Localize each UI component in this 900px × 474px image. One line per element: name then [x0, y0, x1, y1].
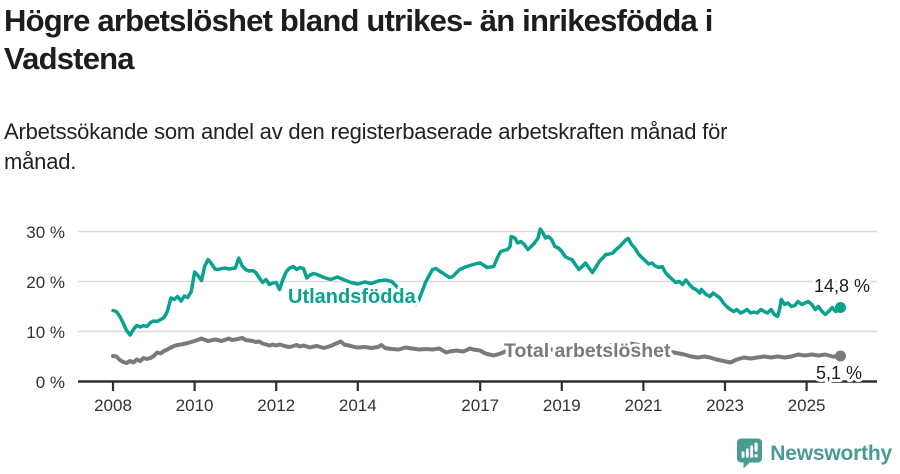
y-axis: 0 % 10 % 20 % 30 %: [26, 223, 65, 392]
series-end-dot-utlandsfodda: [834, 302, 846, 313]
y-tick-label: 10 %: [26, 323, 65, 342]
x-tick-label: 2017: [461, 396, 499, 415]
x-tick-label: 2025: [788, 396, 826, 415]
newsworthy-pin-barchart-icon: [737, 438, 763, 469]
x-tick-label: 2019: [543, 396, 581, 415]
series-end-dot-total-arbetsloshet: [834, 350, 846, 362]
subtitle-line-1: Arbetssökande som andel av den registerb…: [4, 119, 728, 144]
subtitle-line-2: månad.: [4, 148, 77, 174]
x-axis: 2008 2010 2012 2014 2017 2019 2021 2023 2025: [78, 380, 877, 415]
series-line-total-arbetsloshet: [111, 336, 843, 365]
series-label-total-arbetsloshet: Total arbetslöshet: [504, 340, 671, 362]
brand-name: Newsworthy: [770, 441, 892, 465]
series-lines: [111, 227, 846, 365]
title-line-1: Högre arbetslöshet bland utrikes- än inr…: [4, 3, 713, 38]
chart-annotations: Utlandsfödda 14,8 % Total arbetslöshet 5,1 …: [285, 273, 873, 386]
x-tick-label: 2014: [339, 396, 377, 415]
x-tick-label: 2008: [94, 396, 132, 415]
title-line-2: Vadstena: [4, 41, 135, 76]
x-tick-label: 2012: [257, 396, 295, 415]
x-tick-label: 2010: [176, 396, 214, 415]
page-title: Högre arbetslöshet bland utrikes- än inr…: [4, 2, 896, 78]
y-tick-label: 30 %: [26, 223, 65, 242]
chart-subtitle: Arbetssökande som andel av den registerb…: [4, 117, 824, 176]
end-value-label-total-arbetsloshet: 5,1 %: [816, 363, 862, 383]
brand-footer: Newsworthy: [736, 438, 892, 469]
x-tick-label: 2021: [624, 396, 662, 415]
gridlines: [78, 230, 877, 333]
y-tick-label: 20 %: [26, 273, 65, 292]
end-value-label-utlandsfodda: 14,8 %: [814, 276, 870, 296]
x-tick-label: 2023: [706, 396, 744, 415]
series-line-utlandsfodda: [111, 227, 843, 337]
series-label-utlandsfodda: Utlandsfödda: [288, 286, 417, 308]
y-tick-label: 0 %: [36, 373, 65, 392]
